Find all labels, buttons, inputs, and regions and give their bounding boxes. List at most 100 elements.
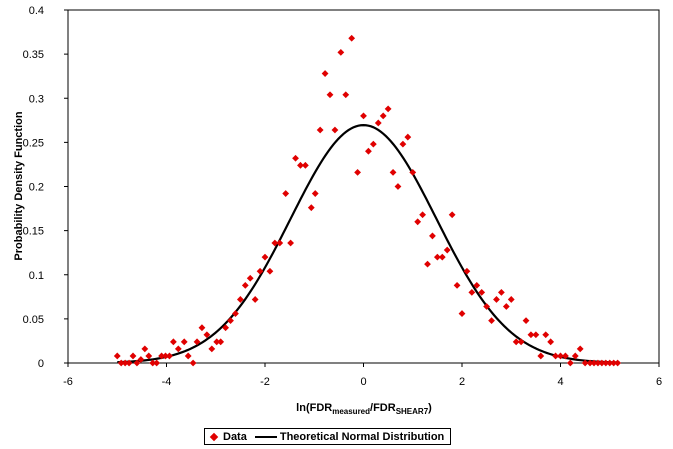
data-point [282, 190, 290, 197]
data-point [517, 338, 525, 346]
data-point [189, 359, 197, 367]
y-tick-label: 0.2 [29, 182, 44, 194]
data-point [414, 218, 422, 226]
data-point [590, 359, 598, 367]
data-point [137, 356, 145, 363]
data-point [287, 239, 295, 247]
series-normal-line [117, 124, 620, 364]
data-point [369, 140, 377, 148]
data-point [586, 359, 594, 367]
data-point [594, 359, 602, 367]
data-point [389, 168, 397, 176]
data-point [542, 331, 550, 339]
data-point [384, 105, 392, 113]
data-point [321, 70, 329, 77]
data-point [502, 303, 510, 310]
data-point [217, 338, 225, 346]
x-tick-label: 4 [557, 376, 563, 388]
data-point [581, 359, 589, 367]
data-point [562, 352, 569, 360]
data-point [292, 154, 299, 162]
data-point [149, 359, 157, 367]
data-point [527, 331, 535, 339]
data-point [394, 183, 402, 190]
series-data-points [113, 34, 622, 367]
data-point [424, 260, 431, 268]
data-point [443, 246, 451, 254]
data-point [463, 267, 471, 275]
data-point [331, 126, 339, 134]
data-point [198, 324, 206, 332]
data-point [158, 352, 165, 360]
data-point [354, 168, 361, 176]
data-point [483, 303, 491, 310]
legend-item-normal: Theoretical Normal Distribution [254, 430, 445, 443]
y-tick-label: 0.25 [23, 137, 44, 149]
data-point [379, 112, 387, 120]
data-point [537, 352, 545, 360]
data-point [365, 147, 372, 155]
data-point [488, 317, 495, 325]
data-point [174, 345, 182, 353]
data-point [606, 359, 614, 367]
data-point [276, 239, 284, 247]
data-point [348, 34, 356, 42]
normal-curve [117, 124, 620, 364]
data-point [433, 253, 441, 261]
x-ticks: -6 -4 -2 0 2 4 6 [63, 363, 662, 388]
data-point [498, 289, 505, 296]
data-point [374, 119, 382, 127]
data-point [162, 352, 169, 360]
data-point [153, 359, 161, 367]
data-point [473, 281, 481, 289]
data-point [532, 331, 540, 339]
data-point [507, 296, 515, 303]
data-point [256, 267, 264, 275]
data-point [566, 359, 574, 367]
y-tick-label: 0.05 [23, 314, 44, 326]
data-point [227, 317, 234, 325]
data-point [145, 352, 153, 360]
line-sample-icon [254, 435, 277, 438]
legend: Data Theoretical Normal Distribution [204, 428, 452, 445]
data-point [166, 352, 173, 360]
data-point [610, 359, 618, 367]
data-point [121, 359, 129, 367]
x-tick-label: 2 [459, 376, 465, 388]
x-tick-label: 6 [656, 376, 662, 388]
axes [67, 9, 660, 364]
y-tick-label: 0.3 [29, 93, 44, 105]
data-point [429, 232, 436, 240]
y-tick-label: 0 [38, 358, 44, 370]
data-point [271, 239, 279, 247]
data-point [180, 338, 188, 346]
data-point [557, 352, 564, 360]
data-point [576, 345, 584, 353]
data-point [133, 359, 141, 367]
data-point [241, 281, 249, 289]
data-point [307, 204, 315, 212]
data-point [184, 352, 192, 360]
data-point [297, 161, 304, 169]
data-point [453, 281, 461, 289]
y-tick-label: 0.1 [29, 270, 44, 282]
data-point [448, 211, 456, 219]
data-point [117, 359, 125, 367]
data-point [213, 338, 221, 346]
legend-label-normal: Theoretical Normal Distribution [279, 430, 445, 443]
y-tick-label: 0.15 [23, 226, 44, 238]
data-point [512, 338, 520, 346]
diamond-marker-icon [209, 432, 219, 441]
y-tick-label: 0.4 [29, 5, 44, 17]
data-point [141, 345, 149, 353]
data-point [301, 161, 309, 169]
data-point [598, 359, 606, 367]
data-point [409, 168, 417, 176]
y-axis-title: Probability Density Function [13, 111, 25, 260]
data-point [203, 331, 211, 339]
data-point [236, 296, 244, 303]
data-point [360, 112, 367, 120]
data-point [316, 126, 324, 134]
data-point [419, 211, 426, 219]
data-point [493, 296, 500, 303]
